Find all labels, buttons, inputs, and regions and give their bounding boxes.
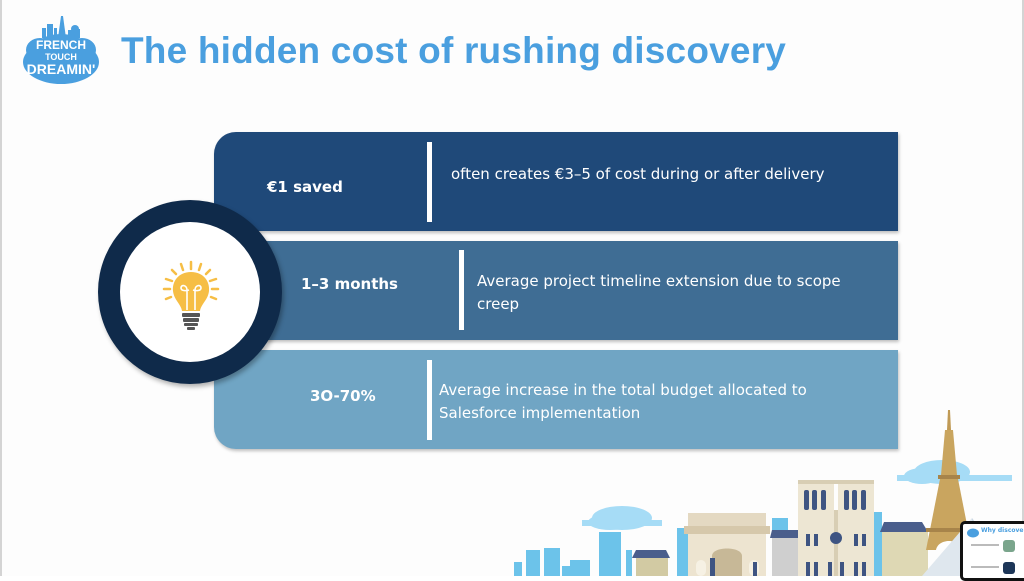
- divider: [427, 360, 432, 440]
- thumbnail-title: Why discovery gets: [981, 527, 1024, 534]
- logo-text-dreamin: DREAMIN': [27, 61, 96, 77]
- stat-value: €1 saved: [267, 178, 343, 196]
- lightbulb-icon: [160, 260, 222, 334]
- stat-description: Average project timeline extension due t…: [477, 272, 841, 313]
- stat-row-timeline: 1–3 months Average project timeline exte…: [214, 241, 898, 340]
- stat-row-cost: €1 saved often creates €3–5 of cost duri…: [214, 132, 898, 231]
- paris-skyline-illustration: [502, 400, 1024, 576]
- page-title: The hidden cost of rushing discovery: [121, 30, 787, 71]
- french-touch-dreamin-logo: FRENCH TOUCH DREAMIN': [20, 16, 102, 88]
- icon-circle: [98, 200, 282, 384]
- thumbnail-logo-icon: [967, 528, 979, 538]
- thumbnail-text-line: [971, 566, 999, 568]
- stat-value: 1–3 months: [301, 275, 398, 293]
- stat-description: often creates €3–5 of cost during or aft…: [451, 165, 825, 183]
- divider: [459, 250, 464, 330]
- icon-circle-inner: [120, 222, 260, 362]
- next-slide-thumbnail[interactable]: Why discovery gets: [960, 521, 1024, 581]
- thumbnail-text-line: [971, 544, 999, 546]
- stat-description: Average increase in the total budget all…: [439, 381, 807, 422]
- divider: [427, 142, 432, 222]
- logo-text-touch: TOUCH: [45, 52, 77, 62]
- badge-icon: [1003, 562, 1015, 574]
- stat-row-budget: 3O-70% Average increase in the total bud…: [214, 350, 898, 449]
- calendar-icon: [1003, 540, 1015, 552]
- stat-value: 3O-70%: [310, 387, 376, 405]
- logo-text-french: FRENCH: [36, 38, 86, 52]
